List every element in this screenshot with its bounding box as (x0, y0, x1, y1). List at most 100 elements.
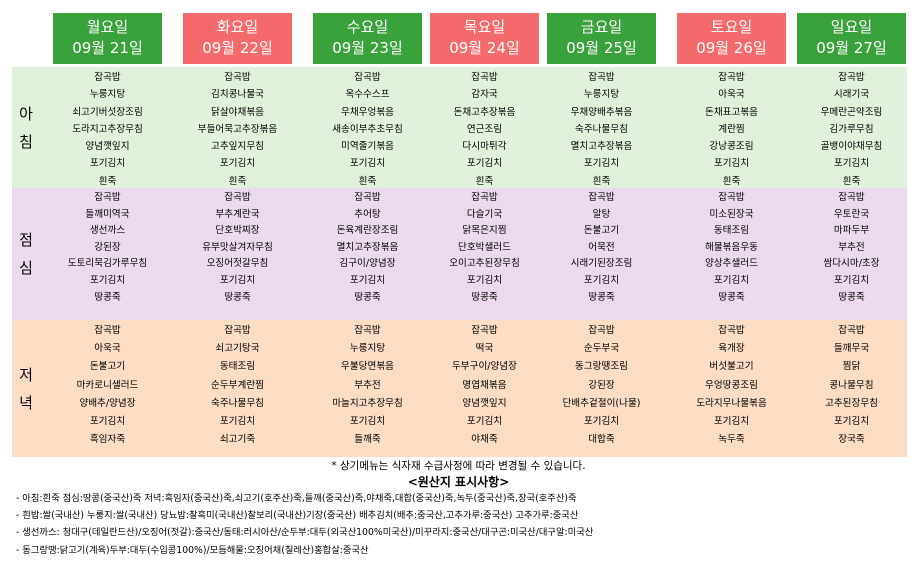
menu-cell: 잡곡밥 들깨무국 찜닭 콩나물무침 고추된장무침 포기김치 장국죽 (797, 322, 906, 449)
menu-item: 미소된장국 (709, 208, 754, 220)
menu-item: 마늘지고추장무침 (332, 397, 403, 409)
menu-item: 양배추/양념장 (79, 397, 136, 409)
day-name: 수요일 (346, 18, 389, 36)
day-name: 금요일 (580, 18, 623, 36)
menu-item: 도라지고추장무침 (72, 123, 143, 135)
menu-item: 포기김치 (713, 158, 750, 170)
origin-title: <원산지 표시사항> (407, 475, 510, 489)
menu-item: 잡곡밥 (224, 72, 251, 83)
menu-item: 도토리묵김가루무침 (67, 258, 148, 270)
meal-label-char: 저 (19, 365, 33, 384)
menu-item: 부들어묵고추장볶음 (197, 123, 278, 135)
meal-label-char: 녁 (19, 393, 33, 412)
menu-item: 잡곡밥 (838, 325, 865, 336)
menu-item: 야채죽 (471, 434, 498, 446)
menu-item: 명엽채볶음 (462, 379, 507, 391)
menu-item: 우메란곤약조림 (820, 106, 883, 118)
menu-cell: 잡곡밥 알탕 돈불고기 어묵전 시래기된장조림 포기김치 땅콩죽 (547, 190, 656, 306)
menu-item: 김가루무침 (829, 123, 874, 135)
menu-item: 잡곡밥 (94, 192, 121, 203)
day-name: 목요일 (463, 18, 506, 36)
lunch-band (12, 188, 907, 320)
menu-item: 흰죽 (228, 175, 247, 187)
menu-item: 옥수수스프 (345, 89, 390, 101)
origin-list: - 아침:흰죽 점심:땅콩(중국산)죽 저녁:흑임자(중국산)죽,쇠고기(호주산… (16, 490, 593, 559)
menu-item: 흰죽 (475, 175, 494, 187)
menu-item: 잡곡밥 (94, 72, 121, 83)
menu-cell: 잡곡밥 감자국 돈채고추장볶음 연근조림 다시마튀각 포기김치 흰죽 (430, 69, 539, 190)
menu-item: 감자국 (471, 89, 498, 101)
menu-item: 쇠고기버섯장조림 (72, 106, 143, 118)
menu-item: 연근조림 (466, 123, 503, 135)
menu-item: 돈불고기 (89, 361, 126, 373)
menu-item: 누룽지탕 (349, 343, 386, 355)
menu-item: 시래기된장조림 (570, 258, 633, 270)
menu-item: 포기김치 (219, 274, 256, 286)
menu-item: 쇠고기죽 (219, 434, 256, 446)
menu-item: 포기김치 (833, 158, 870, 170)
menu-cell: 잡곡밥 아욱국 돈채표고볶음 계란찜 강낭콩조림 포기김치 흰죽 (677, 69, 786, 190)
menu-item: 땅콩죽 (588, 291, 615, 303)
menu-item: 추어탕 (354, 208, 381, 220)
menu-item: 동태조림 (219, 361, 256, 373)
menu-cell: 잡곡밥 떡국 두부구이/양념장 명엽채볶음 양념깻잎지 포기김치 야채죽 (430, 322, 539, 449)
meal-label-breakfast: 아 침 (12, 67, 40, 188)
menu-item: 동태조림 (713, 225, 750, 237)
menu-cell: 잡곡밥 누룽지탕 우불당면볶음 부추전 마늘지고추장무침 포기김치 들깨죽 (313, 322, 422, 449)
menu-item: 오징어젓갈무침 (206, 258, 269, 270)
menu-item: 땅콩죽 (94, 291, 121, 303)
menu-item: 숙주나물무침 (211, 397, 264, 409)
menu-item: 단호박찌장 (215, 225, 260, 237)
menu-item: 누룽지탕 (89, 89, 126, 101)
menu-item: 포기김치 (583, 415, 620, 427)
menu-item: 숙주나물무침 (575, 123, 628, 135)
menu-cell: 잡곡밥 옥수수스프 우채우엉볶음 새송이부추초무침 미역줄기볶음 포기김치 흰죽 (313, 69, 422, 190)
day-header: 화요일 09월 22일 (183, 13, 292, 64)
menu-item: 들깨죽 (354, 434, 381, 446)
menu-item: 마파두부 (833, 225, 870, 237)
breakfast-band (12, 67, 907, 188)
menu-item: 흰죽 (722, 175, 741, 187)
menu-cell: 잡곡밥 미소된장국 동태조림 해물볶음우동 양상추샐러드 포기김치 땅콩죽 (677, 190, 786, 306)
menu-item: 포기김치 (833, 274, 870, 286)
day-date: 09월 24일 (449, 39, 520, 57)
menu-item: 미역줄기볶음 (341, 141, 394, 153)
menu-item: 흰죽 (98, 175, 117, 187)
menu-item: 시래기국 (833, 89, 870, 101)
menu-cell: 잡곡밥 우토란국 마파두부 부추전 쌈다시마/초장 포기김치 땅콩죽 (797, 190, 906, 306)
menu-item: 우불당면볶음 (341, 361, 394, 373)
menu-item: 강된장 (94, 241, 121, 253)
menu-item: 찜닭 (842, 361, 861, 373)
menu-cell: 잡곡밥 누룽지탕 쇠고기버섯장조림 도라지고추장무침 양념깻잎지 포기김치 흰죽 (53, 69, 162, 190)
menu-item: 잡곡밥 (354, 72, 381, 83)
origin-line: - 아침:흰죽 점심:땅콩(중국산)죽 저녁:흑임자(중국산)죽,쇠고기(호주산… (16, 493, 577, 504)
menu-item: 돈채고추장볶음 (453, 106, 516, 118)
day-date: 09월 27일 (816, 39, 887, 57)
menu-cell: 잡곡밥 누룽지탕 우채양배추볶음 숙주나물무침 멸치고추장볶음 포기김치 흰죽 (547, 69, 656, 190)
day-name: 화요일 (216, 18, 259, 36)
origin-line: - 생선까스: 청대구(데일란드산)/오징어(젓갈):중국산/동태:러시아산/순… (16, 527, 594, 539)
menu-cell: 잡곡밥 육개장 버섯불고기 우엉땅콩조림 도라지무나물볶음 포기김치 녹두죽 (677, 322, 786, 449)
menu-item: 땅콩죽 (224, 291, 251, 303)
menu-item: 멸치고추장볶음 (570, 141, 633, 153)
menu-item: 흰죽 (592, 175, 611, 187)
menu-item: 돈육계란장조림 (336, 225, 399, 237)
menu-item: 생선까스 (89, 225, 126, 237)
menu-cell: 잡곡밥 들깨미역국 생선까스 강된장 도토리묵김가루무침 포기김치 땅콩죽 (53, 190, 162, 306)
menu-item: 김치콩나물국 (211, 89, 264, 101)
dinner-band (12, 320, 907, 457)
meal-label-lunch: 점 심 (12, 188, 40, 320)
day-name: 월요일 (86, 18, 129, 36)
menu-item: 잡곡밥 (354, 325, 381, 336)
menu-item: 도라지무나물볶음 (696, 397, 767, 409)
menu-item: 콩나물무침 (829, 379, 874, 391)
menu-item: 들깨무국 (833, 343, 870, 355)
menu-item: 부추계란국 (215, 208, 260, 220)
menu-item: 고추잎지무침 (211, 141, 264, 153)
menu-item: 버섯불고기 (709, 361, 754, 373)
menu-item: 포기김치 (466, 274, 503, 286)
menu-cell: 잡곡밥 순두부국 동그랑땡조림 강된장 단배추겉절이(나물) 포기김치 대합죽 (547, 322, 656, 449)
menu-item: 잡곡밥 (94, 325, 121, 336)
menu-item: 잡곡밥 (354, 192, 381, 203)
menu-item: 돈채표고볶음 (705, 106, 758, 118)
